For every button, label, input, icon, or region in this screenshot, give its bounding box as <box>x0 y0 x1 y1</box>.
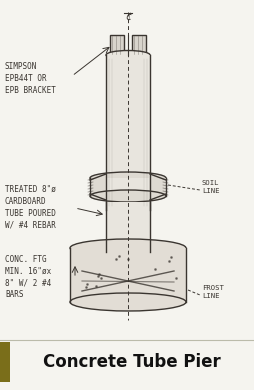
Text: SOIL
LINE: SOIL LINE <box>201 180 219 194</box>
Bar <box>109 35 123 55</box>
Polygon shape <box>90 178 165 196</box>
Ellipse shape <box>90 172 165 184</box>
Ellipse shape <box>70 239 185 257</box>
Text: TREATED 8"ø
CARDBOARD
TUBE POURED
W/ #4 REBAR: TREATED 8"ø CARDBOARD TUBE POURED W/ #4 … <box>5 185 56 229</box>
Text: CONC. FTG
MIN. 16"øx
8" W/ 2 #4
BARS: CONC. FTG MIN. 16"øx 8" W/ 2 #4 BARS <box>5 255 51 300</box>
Ellipse shape <box>70 293 185 311</box>
Polygon shape <box>106 55 149 210</box>
Polygon shape <box>106 202 149 252</box>
Text: Concrete Tube Pier: Concrete Tube Pier <box>43 353 220 371</box>
Ellipse shape <box>90 190 165 202</box>
Text: SIMPSON
EPB44T OR
EPB BRACKET: SIMPSON EPB44T OR EPB BRACKET <box>5 62 56 95</box>
Bar <box>132 35 146 55</box>
Ellipse shape <box>106 50 149 60</box>
Polygon shape <box>70 248 185 302</box>
Text: FROST
LINE: FROST LINE <box>201 285 223 299</box>
Text: ¢: ¢ <box>124 13 131 23</box>
Polygon shape <box>107 178 148 196</box>
Bar <box>0 342 10 382</box>
